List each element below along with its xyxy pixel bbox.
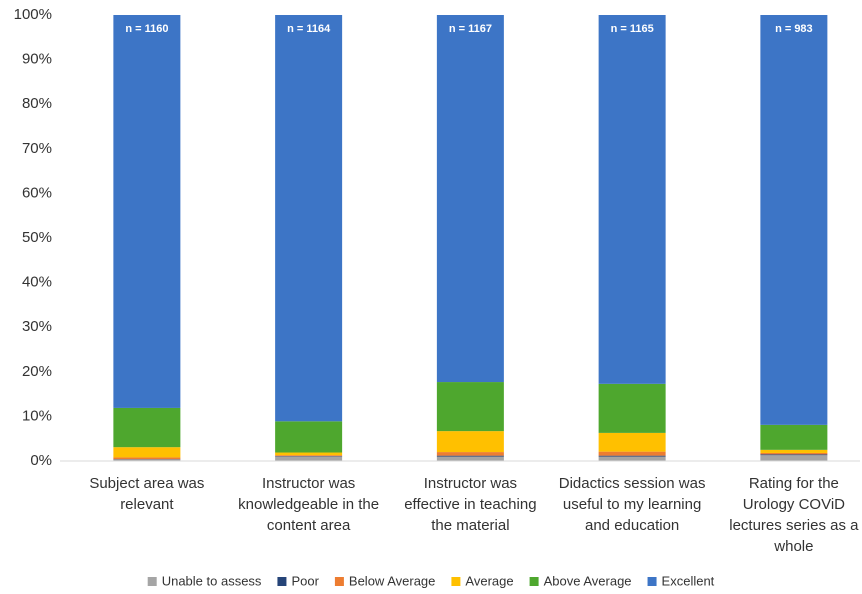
bar-segment <box>436 452 504 456</box>
x-tick-label: Rating for the <box>749 475 839 492</box>
bar-segment <box>436 15 504 383</box>
legend: Unable to assess Poor Below Average Average… <box>147 573 715 588</box>
legend-label: Average <box>465 573 513 588</box>
y-tick-label: 60% <box>22 184 52 201</box>
bar-segment <box>113 457 181 460</box>
legend-swatch <box>147 577 157 586</box>
bar-segment <box>113 447 181 458</box>
bar-segment <box>113 15 181 408</box>
bar-segment <box>113 459 181 461</box>
bar-segment <box>598 15 666 384</box>
legend-swatch <box>334 577 344 586</box>
bar-segment <box>275 15 343 422</box>
legend-swatch <box>529 577 539 586</box>
y-tick-label: 20% <box>22 363 52 380</box>
legend-label: Below Average <box>349 573 436 588</box>
x-tick-label: and education <box>585 517 679 534</box>
bar-segment <box>760 15 828 425</box>
legend-label: Excellent <box>662 573 715 588</box>
x-tick-label: Urology COViD <box>743 496 845 513</box>
x-tick-label: Subject area was <box>89 475 204 492</box>
bar-segment <box>275 455 343 457</box>
x-tick-label: Didactics session was <box>559 475 706 492</box>
x-tick-label: Instructor was <box>262 475 355 492</box>
bar-segment <box>275 452 343 456</box>
annotation: n = 1160 <box>125 23 168 35</box>
bar-segment <box>760 455 828 461</box>
bar-segment <box>598 432 666 452</box>
bar-segment <box>598 455 666 457</box>
y-tick-label: 0% <box>30 452 52 469</box>
legend-label: Unable to assess <box>162 573 262 588</box>
bar-segment <box>436 456 504 461</box>
bar-segment <box>436 431 504 453</box>
bar-segment <box>436 455 504 457</box>
bar-segment <box>598 451 666 456</box>
y-tick-label: 10% <box>22 407 52 424</box>
y-tick-label: 70% <box>22 140 52 157</box>
legend-swatch <box>451 577 461 586</box>
y-tick-label: 100% <box>14 6 52 23</box>
legend-swatch <box>647 577 657 586</box>
y-tick-label: 90% <box>22 51 52 68</box>
x-tick-label: relevant <box>120 496 174 513</box>
x-tick-label: lectures series as a <box>729 517 859 534</box>
x-tick-label: the material <box>431 517 509 534</box>
bar-segment <box>436 382 504 432</box>
bar-segment <box>598 456 666 461</box>
bar-segment <box>760 449 828 453</box>
bar-segment <box>275 456 343 461</box>
annotation: n = 1167 <box>449 23 492 35</box>
annotation: n = 983 <box>775 23 813 35</box>
x-tick-label: effective in teaching <box>404 496 536 513</box>
x-tick-label: knowledgeable in the <box>238 496 379 513</box>
y-tick-label: 30% <box>22 318 52 335</box>
bar-segment <box>113 407 181 448</box>
bar-segment <box>598 383 666 433</box>
x-tick-label: content area <box>267 517 351 534</box>
bar-segment <box>275 421 343 453</box>
annotation: n = 1164 <box>287 23 331 35</box>
legend-label: Poor <box>291 573 319 588</box>
bar-segment <box>760 452 828 455</box>
y-tick-label: 40% <box>22 274 52 291</box>
legend-swatch <box>277 577 287 586</box>
x-tick-label: useful to my learning <box>563 496 701 513</box>
x-tick-label: whole <box>773 538 813 555</box>
y-tick-label: 50% <box>22 229 52 246</box>
annotation: n = 1165 <box>611 23 654 35</box>
bar-segment <box>760 454 828 456</box>
y-tick-label: 80% <box>22 95 52 112</box>
x-tick-label: Instructor was <box>424 475 517 492</box>
bar-segment <box>760 424 828 450</box>
legend-label: Above Average <box>544 573 632 588</box>
